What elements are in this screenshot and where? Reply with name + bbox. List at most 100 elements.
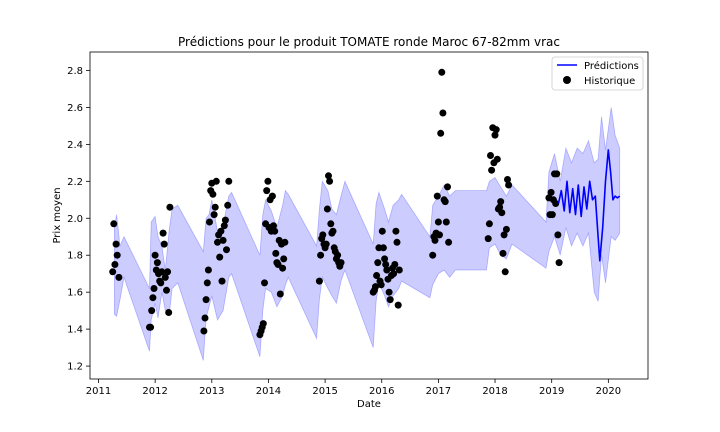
history-point xyxy=(220,222,228,230)
x-tick-label: 2020 xyxy=(596,386,621,397)
history-point xyxy=(224,201,232,209)
x-tick-label: 2019 xyxy=(539,386,564,397)
history-point xyxy=(211,203,219,211)
history-point xyxy=(203,279,211,287)
history-point xyxy=(377,281,385,289)
legend-history-label: Historique xyxy=(584,76,635,87)
y-tick-label: 2.2 xyxy=(67,177,83,188)
history-point xyxy=(200,327,208,335)
history-point xyxy=(204,266,212,274)
history-point xyxy=(492,126,500,134)
history-point xyxy=(383,266,391,274)
history-point xyxy=(160,240,168,248)
history-point xyxy=(319,231,327,239)
history-point xyxy=(552,200,560,207)
history-point xyxy=(157,279,165,287)
history-point xyxy=(439,109,447,117)
x-tick-label: 2011 xyxy=(86,386,111,397)
history-point xyxy=(431,236,439,244)
history-point xyxy=(445,238,453,246)
history-point xyxy=(553,170,561,178)
history-point xyxy=(261,279,268,287)
history-point xyxy=(315,277,323,285)
y-tick-label: 2.8 xyxy=(67,66,83,77)
history-point xyxy=(390,270,398,278)
history-point xyxy=(201,314,209,322)
history-point xyxy=(444,183,451,191)
history-point xyxy=(555,259,563,267)
history-point xyxy=(386,296,394,304)
history-point xyxy=(436,231,443,239)
y-tick-label: 1.6 xyxy=(67,288,83,299)
history-point xyxy=(210,211,218,219)
history-point xyxy=(112,240,120,248)
history-point xyxy=(385,288,393,296)
history-point xyxy=(263,187,271,195)
history-point xyxy=(223,246,230,254)
history-point xyxy=(164,268,172,276)
history-point xyxy=(323,205,331,213)
history-point xyxy=(271,227,279,235)
history-point xyxy=(429,251,437,259)
history-point xyxy=(325,172,332,180)
history-point xyxy=(373,272,381,279)
x-tick-label: 2017 xyxy=(426,386,451,397)
history-point xyxy=(548,211,556,219)
history-point xyxy=(497,198,505,206)
y-tick-label: 1.2 xyxy=(67,362,83,373)
history-point xyxy=(382,261,390,268)
history-point xyxy=(279,264,287,272)
history-point xyxy=(209,190,217,198)
history-point xyxy=(148,307,156,315)
history-point xyxy=(554,231,562,239)
history-point xyxy=(219,236,227,244)
legend: Prédictions Historique xyxy=(551,56,644,91)
history-point xyxy=(151,251,159,259)
history-point xyxy=(212,177,220,185)
history-point xyxy=(499,249,507,257)
history-point xyxy=(281,238,289,246)
history-point xyxy=(147,323,155,331)
history-point xyxy=(150,285,158,292)
x-tick-label: 2014 xyxy=(256,386,281,397)
x-tick-label: 2012 xyxy=(142,386,167,397)
history-point xyxy=(393,238,401,246)
history-point xyxy=(113,251,121,259)
history-point xyxy=(326,177,334,185)
history-point xyxy=(268,192,276,200)
history-point xyxy=(218,277,226,285)
history-point xyxy=(501,268,509,276)
history-point xyxy=(259,320,267,328)
history-point xyxy=(379,244,387,252)
history-point xyxy=(109,268,117,276)
history-point xyxy=(214,238,221,246)
history-point xyxy=(372,283,379,291)
history-point xyxy=(153,259,161,267)
history-point xyxy=(374,259,382,267)
y-tick-label: 2.6 xyxy=(67,103,83,114)
history-point xyxy=(206,218,213,226)
history-point xyxy=(438,68,446,76)
history-point xyxy=(485,220,493,228)
y-tick-label: 2.0 xyxy=(67,214,83,225)
history-point xyxy=(317,251,325,259)
history-point xyxy=(163,286,170,294)
history-point xyxy=(225,177,233,185)
y-axis-label: Prix moyen xyxy=(52,187,63,243)
history-point xyxy=(149,294,157,302)
history-point xyxy=(441,198,449,206)
history-point xyxy=(392,227,400,235)
history-point xyxy=(487,152,494,159)
history-point xyxy=(433,192,441,200)
history-point xyxy=(505,181,513,189)
history-point xyxy=(272,249,280,257)
history-point xyxy=(493,155,501,163)
history-point xyxy=(159,229,167,237)
history-point xyxy=(434,218,442,226)
x-tick-label: 2018 xyxy=(482,386,507,397)
history-point xyxy=(280,255,288,263)
history-point xyxy=(437,129,445,137)
history-point xyxy=(217,227,225,235)
history-point xyxy=(166,203,174,211)
